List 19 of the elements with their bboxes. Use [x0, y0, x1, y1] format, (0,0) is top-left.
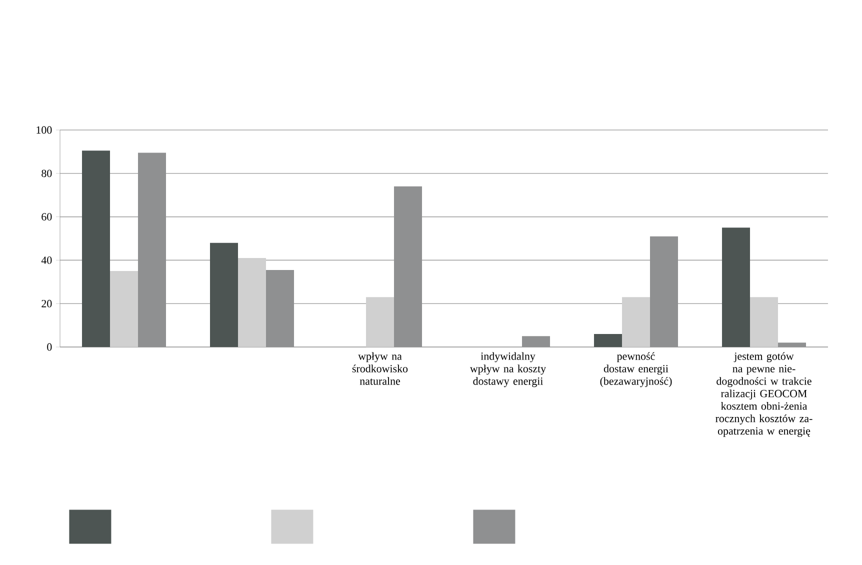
y-tick-label: 80: [42, 170, 52, 178]
x-tick-label: jestem gotów na pewne nie-dogodności w trakcie ralizacji GEOCOM kosztem obni-żenia rocznych kosztów za-opatrzenia w energię: [716, 352, 812, 437]
x-tick-label: pewność dostaw energii (bezawaryjność): [600, 352, 672, 388]
x-tick-label: indywidalny wpływ na koszty dostawy energii: [470, 352, 546, 388]
bar: [366, 297, 394, 347]
bar: [722, 228, 750, 347]
y-tick-label: 0: [47, 343, 52, 351]
bar: [622, 297, 650, 347]
y-tick-label: 100: [36, 126, 52, 134]
bar: [750, 297, 778, 347]
bar: [82, 150, 110, 347]
bar: [110, 271, 138, 347]
y-tick-label: 40: [41, 256, 52, 264]
x-tick-label: wpływ na środkowisko naturalne: [352, 352, 408, 385]
y-tick-label: 20: [42, 300, 52, 308]
y-tick-label: 60: [42, 213, 52, 220]
bar: [594, 334, 622, 347]
bar: [238, 258, 266, 347]
bar: [210, 242, 238, 347]
